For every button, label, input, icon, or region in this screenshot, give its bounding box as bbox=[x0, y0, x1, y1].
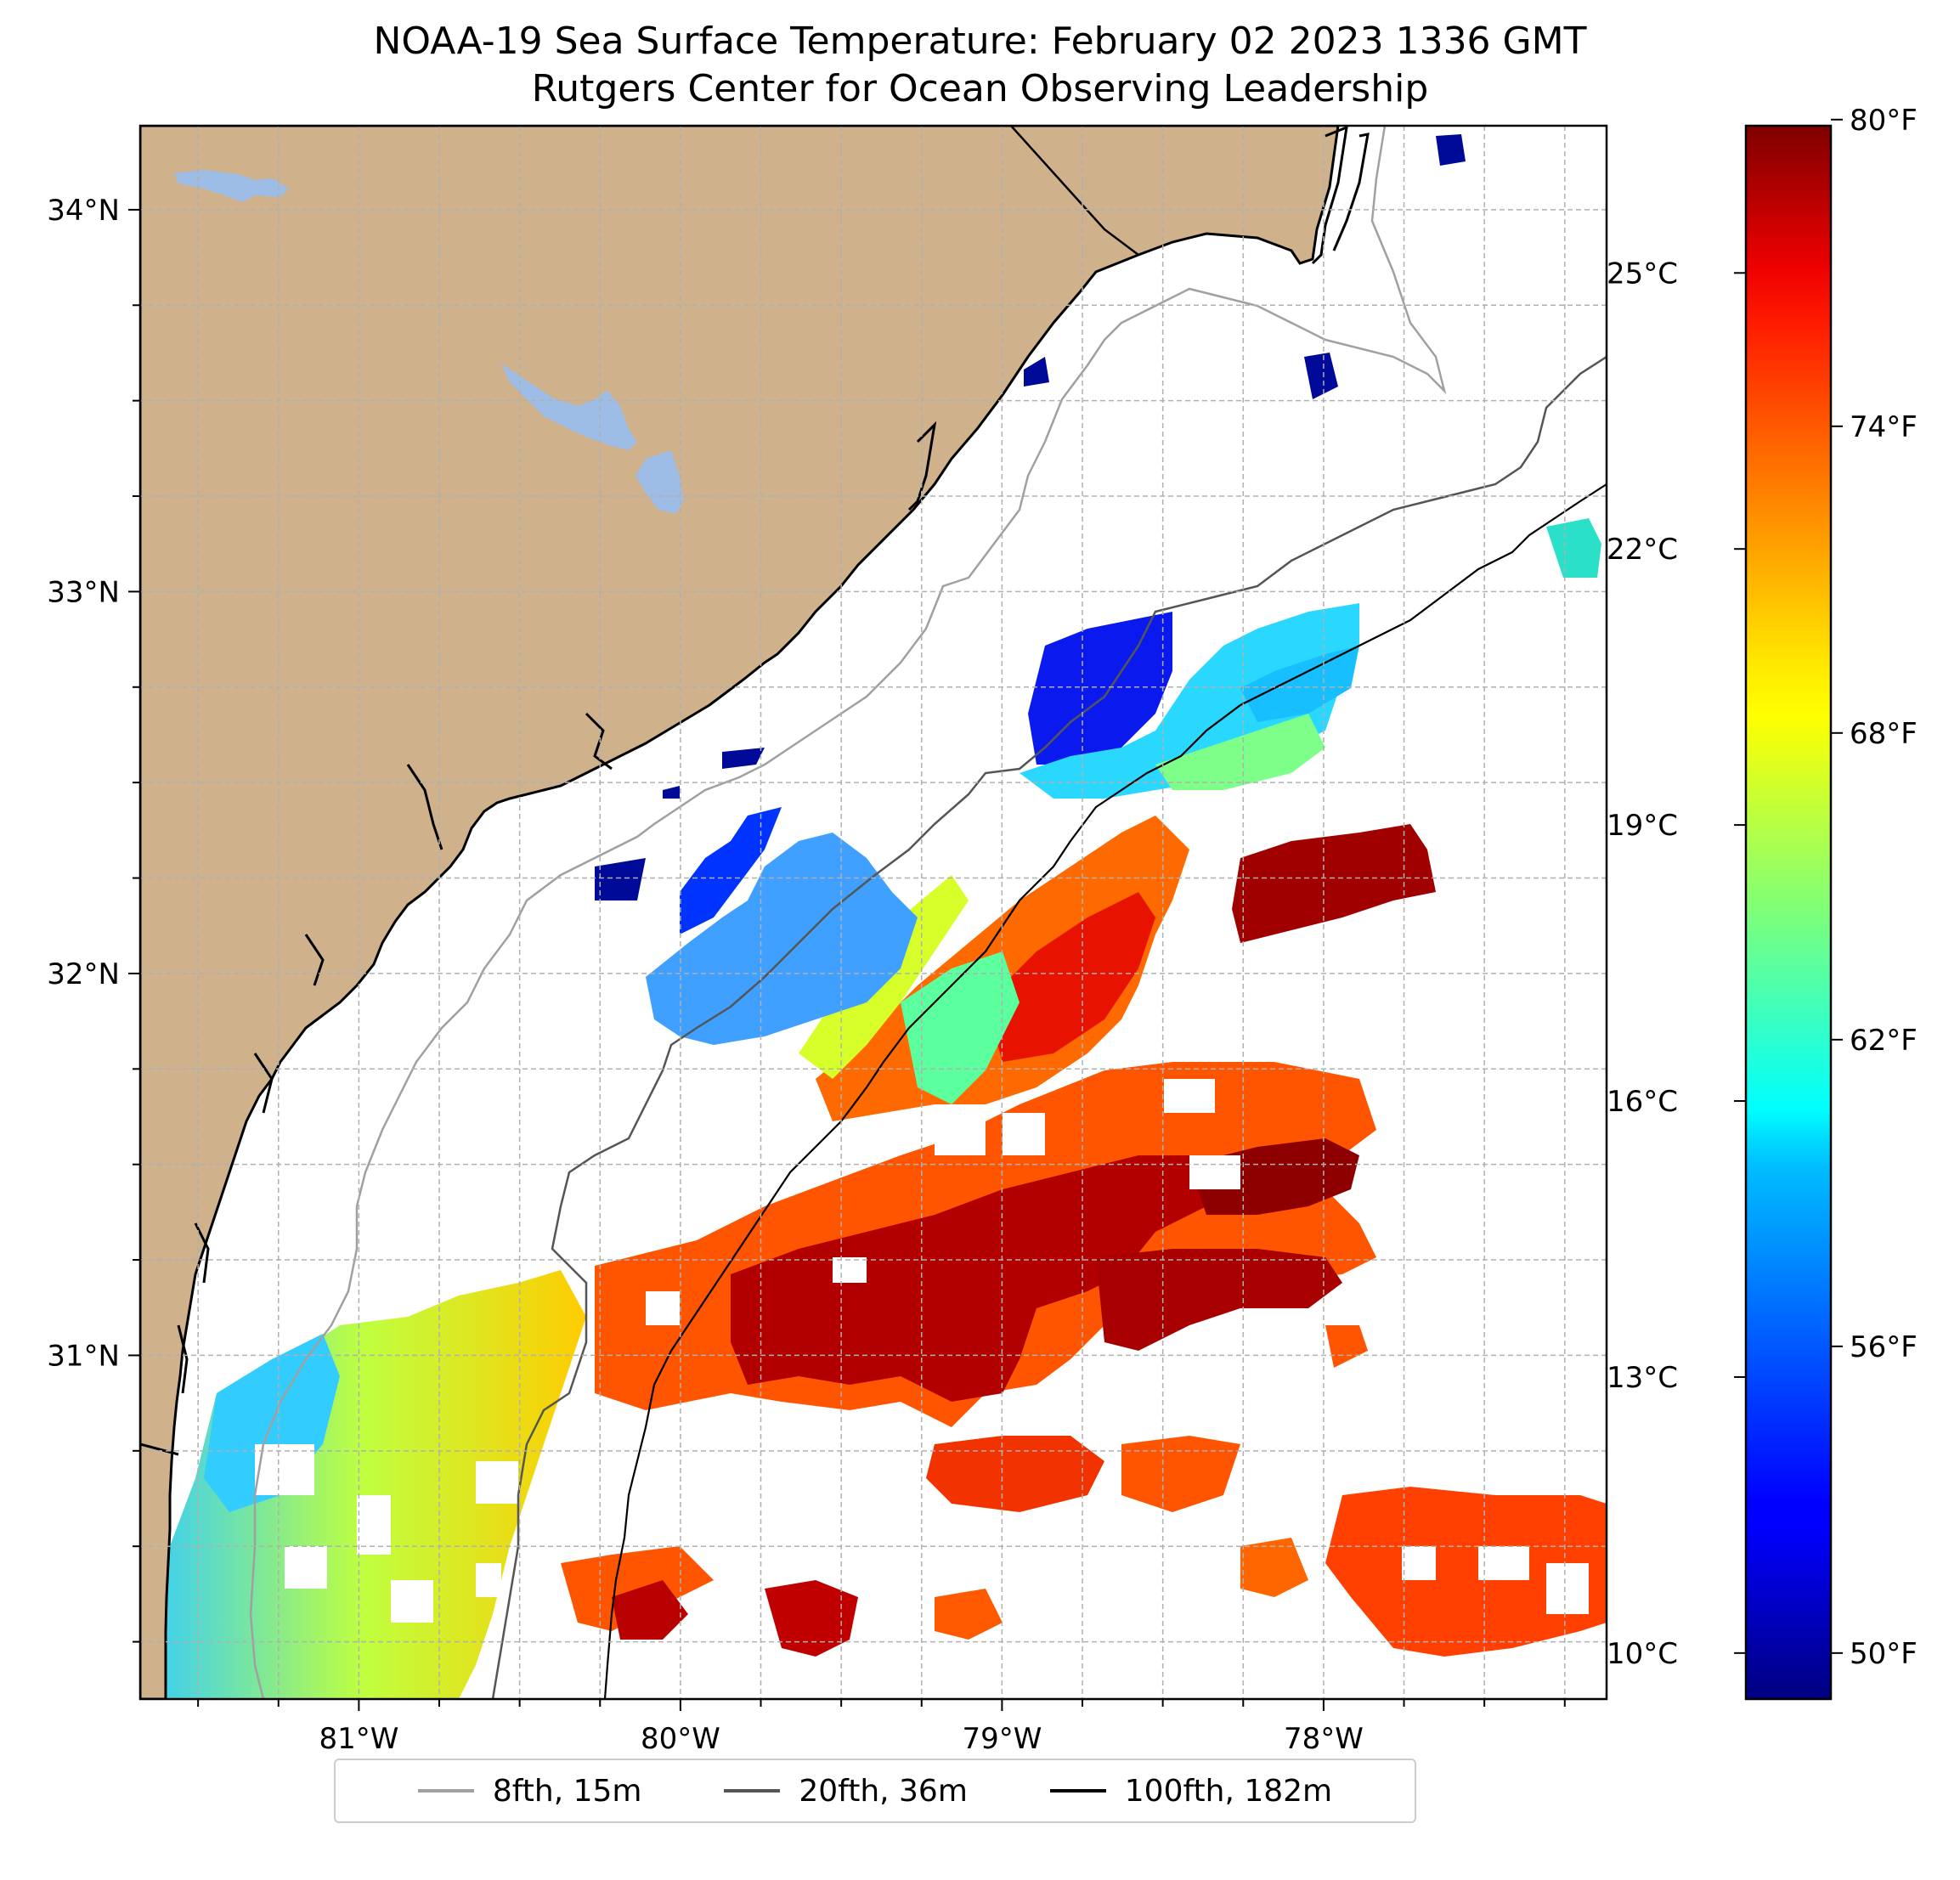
colorbar-ticks: 10°C 13°C 16°C 19°C 22°C 25°C 50°F 56°F 62°F 68°F… bbox=[1607, 104, 1918, 1671]
lon-tick-label: 81°W bbox=[319, 1722, 398, 1756]
lat-tick-label: 32°N bbox=[47, 957, 120, 991]
celsius-tick-label: 13°C bbox=[1607, 1361, 1678, 1395]
celsius-tick-label: 16°C bbox=[1607, 1085, 1678, 1119]
state-border bbox=[1010, 126, 1139, 256]
contour-8fth bbox=[249, 126, 1447, 1699]
legend-item-8fth: 8fth, 15m bbox=[417, 1773, 642, 1809]
legend-label-8fth: 8fth, 15m bbox=[492, 1773, 642, 1809]
celsius-tick-label: 22°C bbox=[1607, 533, 1678, 567]
fahrenheit-tick-label: 68°F bbox=[1850, 717, 1918, 751]
celsius-tick-label: 25°C bbox=[1607, 257, 1678, 291]
legend-label-100fth: 100fth, 182m bbox=[1124, 1773, 1333, 1809]
lon-tick-label: 80°W bbox=[641, 1722, 720, 1756]
contour-legend: 8fth, 15m 20fth, 36m 100fth, 182m bbox=[334, 1759, 1416, 1823]
lon-tick-label: 78°W bbox=[1284, 1722, 1364, 1756]
lakes bbox=[174, 170, 684, 514]
map-area bbox=[140, 126, 1607, 1699]
legend-line-20fth bbox=[724, 1789, 781, 1792]
legend-label-20fth: 20fth, 36m bbox=[799, 1773, 968, 1809]
map-title: NOAA-19 Sea Surface Temperature: Februar… bbox=[373, 20, 1587, 63]
colorbar: 10°C 13°C 16°C 19°C 22°C 25°C 50°F 56°F 62°F 68°F… bbox=[1607, 104, 1918, 1701]
fahrenheit-tick-label: 62°F bbox=[1850, 1024, 1918, 1058]
coastline-detail bbox=[177, 126, 1370, 1394]
legend-item-20fth: 20fth, 36m bbox=[724, 1774, 968, 1809]
lat-tick-label: 33°N bbox=[47, 575, 120, 609]
legend-item-100fth: 100fth, 182m bbox=[1049, 1773, 1333, 1809]
fahrenheit-tick-label: 50°F bbox=[1850, 1637, 1918, 1671]
contour-100fth bbox=[603, 483, 1607, 1699]
lat-tick-label: 34°N bbox=[47, 194, 120, 228]
map-subtitle: Rutgers Center for Ocean Observing Leade… bbox=[531, 67, 1429, 110]
contour-20fth bbox=[491, 355, 1607, 1699]
fahrenheit-tick-label: 80°F bbox=[1850, 104, 1918, 138]
legend-line-8fth bbox=[417, 1789, 474, 1792]
fahrenheit-tick-label: 56°F bbox=[1850, 1330, 1918, 1364]
map-frame bbox=[138, 124, 1608, 1701]
gridlines bbox=[140, 126, 1607, 1699]
celsius-tick-label: 10°C bbox=[1607, 1637, 1678, 1671]
colorbar-gradient bbox=[1744, 124, 1833, 1701]
celsius-tick-label: 19°C bbox=[1607, 809, 1678, 843]
lat-tick-label: 31°N bbox=[47, 1339, 120, 1373]
lon-tick-label: 79°W bbox=[962, 1722, 1042, 1756]
map-axis-ticks: 81°W 80°W 79°W 78°W 34°N 33°N 32°N 31°N bbox=[47, 194, 1566, 1756]
legend-line-100fth bbox=[1049, 1789, 1106, 1792]
fahrenheit-tick-label: 74°F bbox=[1850, 410, 1918, 444]
state-border-south bbox=[140, 1442, 179, 1456]
